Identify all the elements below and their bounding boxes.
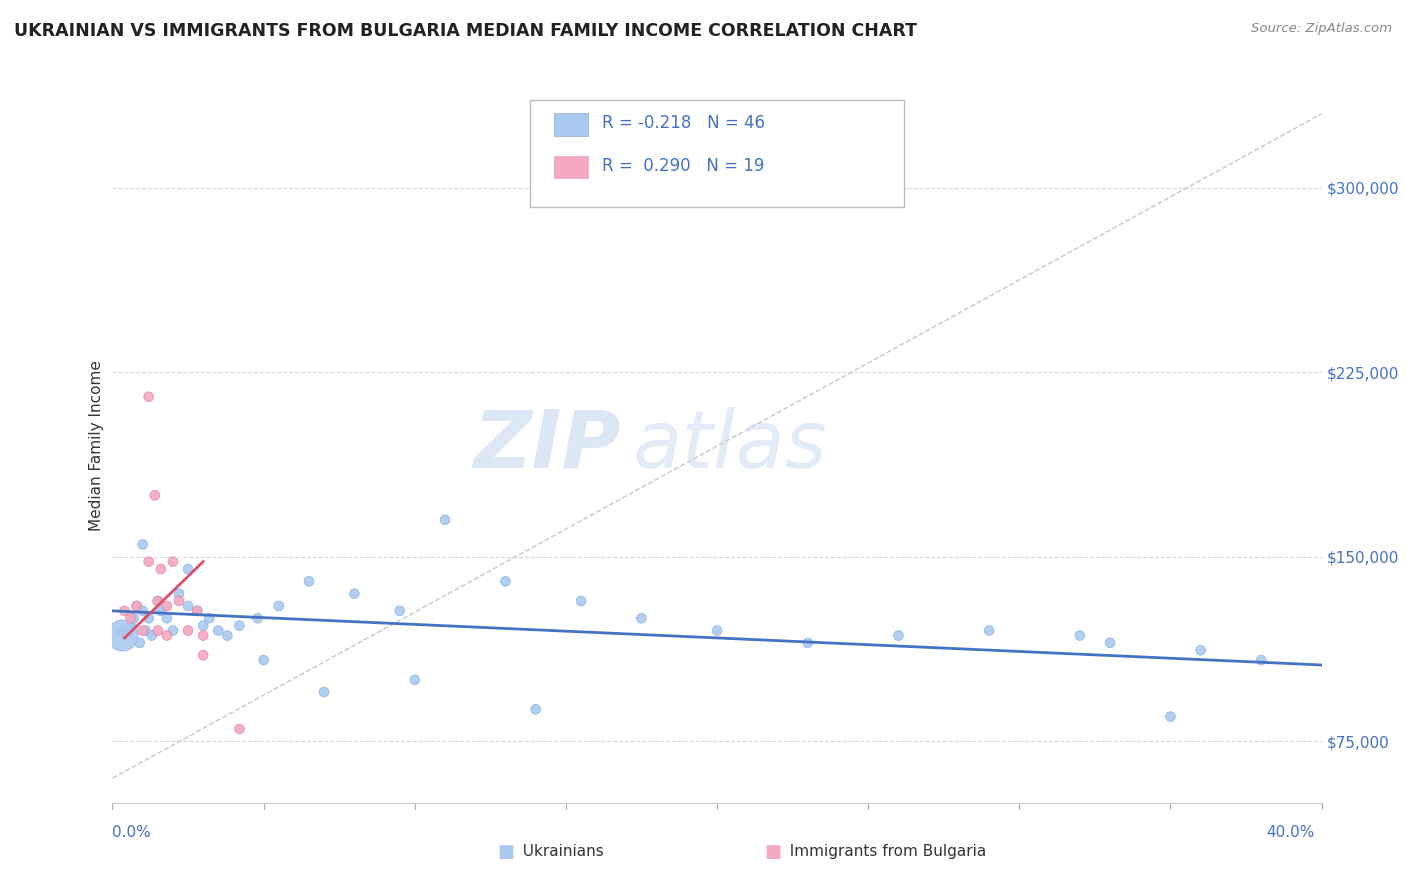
Point <box>524 702 547 716</box>
FancyBboxPatch shape <box>554 155 588 178</box>
Point <box>1069 628 1091 642</box>
Point <box>267 599 290 613</box>
Point <box>125 599 148 613</box>
Point <box>117 628 139 642</box>
Point <box>177 562 200 576</box>
Point <box>156 628 179 642</box>
Point <box>146 594 169 608</box>
Point <box>138 611 160 625</box>
Text: 0.0%: 0.0% <box>112 825 152 840</box>
Text: R =  0.290   N = 19: R = 0.290 N = 19 <box>602 157 765 175</box>
Point <box>162 555 184 569</box>
Point <box>1098 636 1121 650</box>
Point <box>569 594 592 608</box>
Point <box>343 587 366 601</box>
Point <box>253 653 276 667</box>
Point <box>495 574 517 589</box>
Point <box>146 624 169 638</box>
Point <box>433 513 456 527</box>
Point <box>314 685 336 699</box>
Point <box>388 604 411 618</box>
Point <box>198 611 221 625</box>
Point <box>630 611 652 625</box>
Text: Source: ZipAtlas.com: Source: ZipAtlas.com <box>1251 22 1392 36</box>
Point <box>132 624 155 638</box>
Point <box>186 604 208 618</box>
Point <box>110 624 132 638</box>
Point <box>887 628 910 642</box>
Point <box>1159 709 1181 723</box>
Point <box>228 722 250 736</box>
Point <box>191 648 214 662</box>
Point <box>149 604 172 618</box>
Point <box>122 611 145 625</box>
FancyBboxPatch shape <box>554 112 588 136</box>
Point <box>177 624 200 638</box>
Point <box>120 618 142 632</box>
Point <box>228 618 250 632</box>
Point <box>114 604 136 618</box>
Point <box>207 624 229 638</box>
Point <box>138 555 160 569</box>
Point <box>156 599 179 613</box>
Text: Immigrants from Bulgaria: Immigrants from Bulgaria <box>780 845 987 859</box>
Point <box>191 628 214 642</box>
Point <box>120 611 142 625</box>
Point <box>156 611 179 625</box>
Point <box>246 611 269 625</box>
Point <box>135 624 157 638</box>
Point <box>167 594 190 608</box>
Point <box>132 604 155 618</box>
Y-axis label: Median Family Income: Median Family Income <box>89 360 104 532</box>
Point <box>143 488 166 502</box>
Point <box>132 537 155 551</box>
Point <box>141 628 163 642</box>
Point <box>177 599 200 613</box>
Point <box>125 599 148 613</box>
Point <box>404 673 426 687</box>
Text: 40.0%: 40.0% <box>1267 825 1315 840</box>
Point <box>167 587 190 601</box>
Point <box>138 390 160 404</box>
Point <box>217 628 239 642</box>
Point <box>162 624 184 638</box>
Text: ■: ■ <box>498 843 515 861</box>
Text: ■: ■ <box>765 843 782 861</box>
Point <box>191 618 214 632</box>
Point <box>146 594 169 608</box>
Point <box>110 628 132 642</box>
Text: UKRAINIAN VS IMMIGRANTS FROM BULGARIA MEDIAN FAMILY INCOME CORRELATION CHART: UKRAINIAN VS IMMIGRANTS FROM BULGARIA ME… <box>14 22 917 40</box>
Text: R = -0.218   N = 46: R = -0.218 N = 46 <box>602 114 765 132</box>
Point <box>186 604 208 618</box>
Point <box>1250 653 1272 667</box>
Point <box>298 574 321 589</box>
Text: ZIP: ZIP <box>472 407 620 485</box>
FancyBboxPatch shape <box>530 100 904 207</box>
Point <box>149 562 172 576</box>
Text: atlas: atlas <box>633 407 827 485</box>
Point <box>977 624 1000 638</box>
Point <box>128 636 150 650</box>
Point <box>796 636 818 650</box>
Point <box>1189 643 1212 657</box>
Point <box>706 624 728 638</box>
Text: Ukrainians: Ukrainians <box>513 845 605 859</box>
